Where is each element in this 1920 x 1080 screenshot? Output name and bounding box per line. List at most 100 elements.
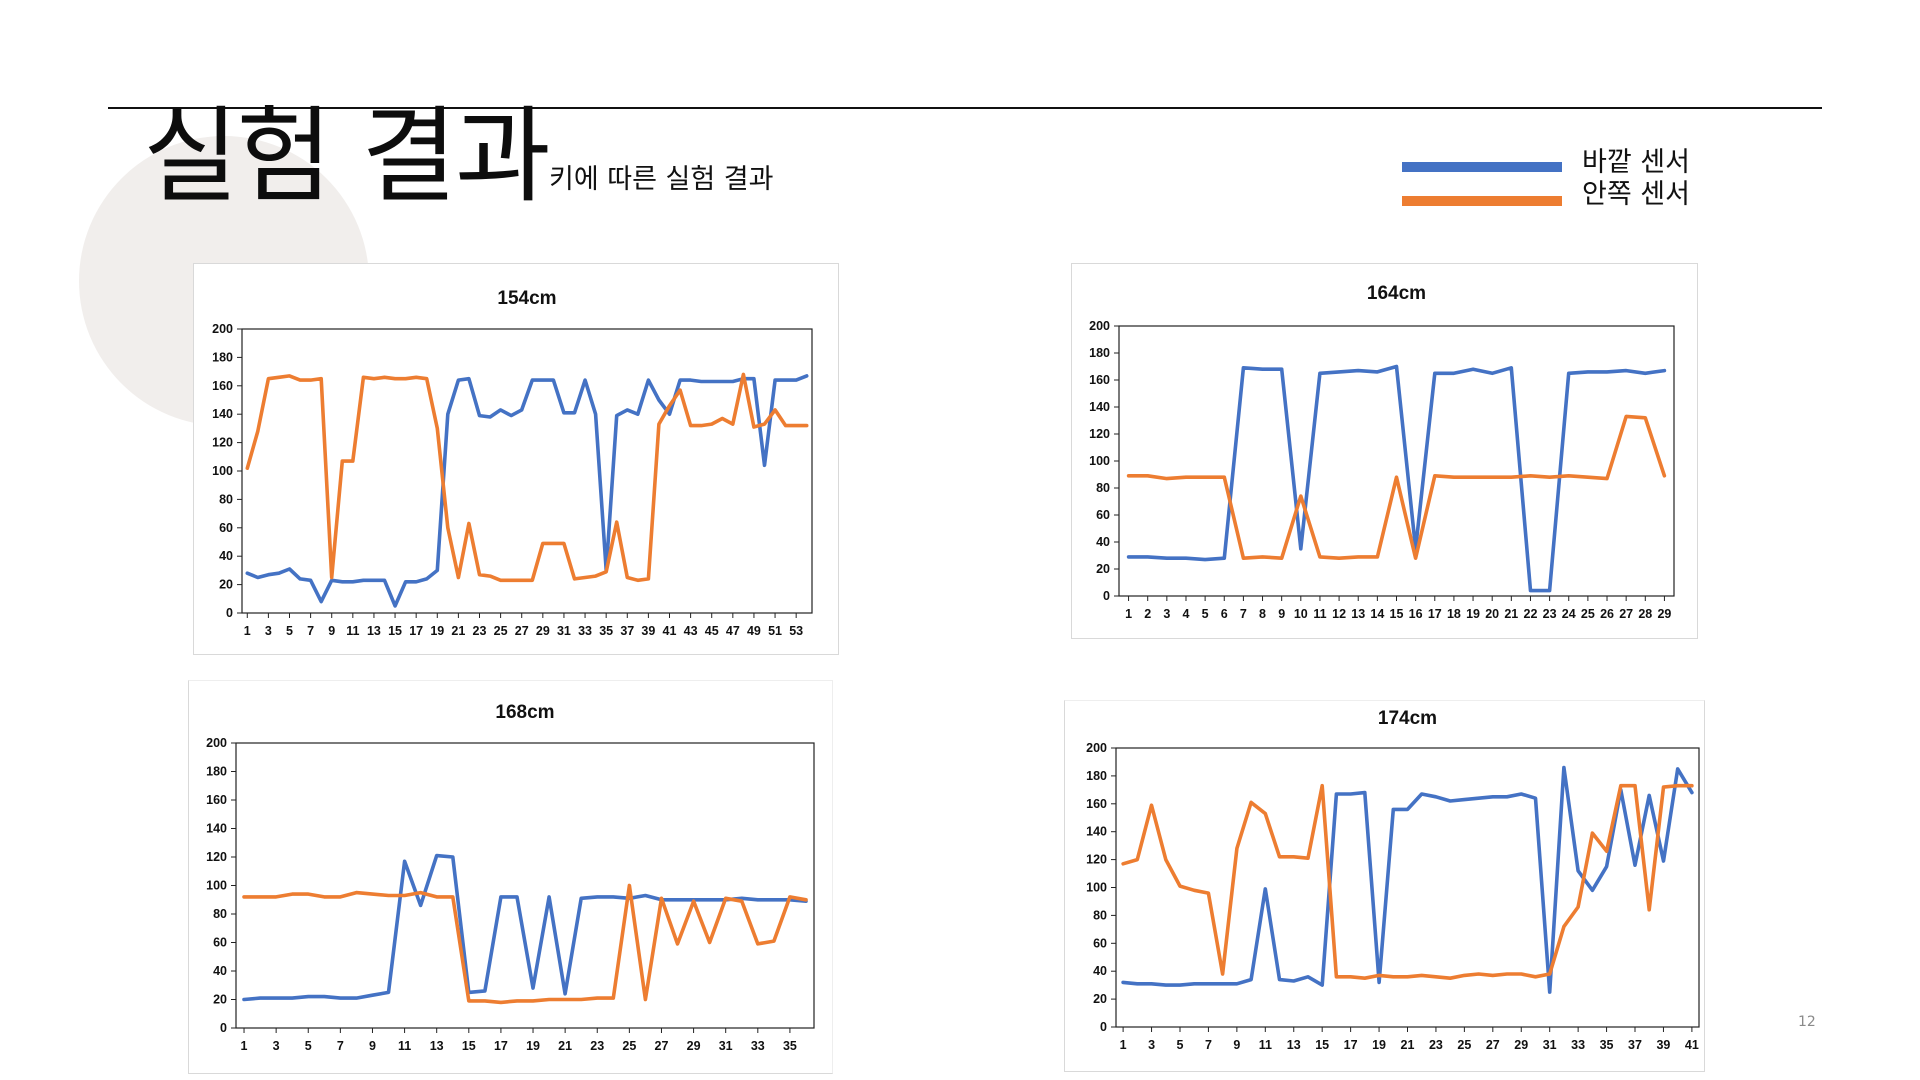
y-tick-label: 0	[220, 1021, 227, 1035]
y-tick-label: 40	[1093, 964, 1107, 978]
x-tick-label: 1	[1120, 1038, 1127, 1052]
y-tick-label: 100	[206, 879, 227, 893]
chart-title: 174cm	[1378, 708, 1437, 729]
chart-title: 164cm	[1367, 283, 1426, 304]
y-tick-label: 140	[1089, 400, 1110, 414]
x-tick-label: 15	[462, 1039, 476, 1053]
series-inner-sensor-line	[245, 372, 809, 583]
x-tick-label: 24	[1562, 607, 1576, 621]
y-tick-label: 100	[1086, 881, 1107, 895]
x-tick-label: 31	[719, 1039, 733, 1053]
y-tick-label: 160	[206, 793, 227, 807]
y-tick-label: 180	[1089, 346, 1110, 360]
chart-168cm: 168cm 0 20 40 60 80 100 120 140 160 180 200 1 3 5 7 9 11 1…	[188, 680, 833, 1074]
x-tick-label: 51	[768, 624, 782, 638]
x-tick-label: 5	[1177, 1038, 1184, 1052]
x-tick-label: 21	[1504, 607, 1518, 621]
series-outer-sensor-line	[245, 374, 809, 608]
y-tick-label: 200	[212, 322, 233, 336]
x-tick-label: 49	[747, 624, 761, 638]
y-tick-label: 20	[219, 578, 233, 592]
y-tick-label: 120	[212, 436, 233, 450]
y-tick-label: 60	[1096, 508, 1110, 522]
x-tick-label: 33	[578, 624, 592, 638]
x-tick-label: 31	[1543, 1038, 1557, 1052]
x-tick-label: 27	[1486, 1038, 1500, 1052]
x-tick-label: 27	[1619, 607, 1633, 621]
x-tick-label: 25	[1457, 1038, 1471, 1052]
plot-frame	[235, 742, 815, 1029]
legend: 바깥 센서 안쪽 센서	[1398, 146, 1698, 216]
y-tick-label: 20	[1093, 992, 1107, 1006]
chart-164cm: 164cm 0 20 40 60 80 100 120 140 160 180 200 1 2 3 4 5 6 7 8…	[1071, 263, 1698, 639]
x-tick-label: 20	[1485, 607, 1499, 621]
x-tick-label: 5	[1202, 607, 1209, 621]
y-tick-label: 20	[1096, 562, 1110, 576]
x-tick-label: 22	[1524, 607, 1538, 621]
x-tick-label: 15	[1315, 1038, 1329, 1052]
x-tick-label: 25	[622, 1039, 636, 1053]
x-tick-label: 5	[305, 1039, 312, 1053]
chart-174cm: 174cm 0 20 40 60 80 100 120 140 160 180 200 1 3 5 7 9 11 1…	[1064, 700, 1705, 1072]
y-tick-label: 200	[1089, 319, 1110, 333]
x-tick-label: 35	[599, 624, 613, 638]
x-tick-label: 11	[1259, 1038, 1272, 1052]
x-tick-label: 21	[558, 1039, 572, 1053]
x-tick-label: 13	[430, 1039, 444, 1053]
x-tick-label: 10	[1294, 607, 1308, 621]
x-tick-label: 6	[1221, 607, 1228, 621]
x-tick-label: 3	[1163, 607, 1170, 621]
y-tick-label: 0	[226, 606, 233, 620]
slide-title: 실험 결과	[143, 95, 551, 217]
y-tick-label: 80	[213, 907, 227, 921]
x-tick-label: 5	[286, 624, 293, 638]
y-tick-label: 180	[212, 350, 233, 364]
x-tick-label: 26	[1600, 607, 1614, 621]
x-tick-label: 33	[751, 1039, 765, 1053]
y-tick-label: 60	[219, 521, 233, 535]
x-tick-label: 28	[1638, 607, 1652, 621]
y-tick-label: 200	[206, 736, 227, 750]
chart-title: 154cm	[497, 288, 556, 309]
y-tick-label: 160	[212, 379, 233, 393]
x-tick-label: 11	[346, 624, 359, 638]
x-tick-label: 37	[1628, 1038, 1642, 1052]
x-tick-label: 3	[273, 1039, 280, 1053]
x-tick-label: 35	[783, 1039, 797, 1053]
x-tick-label: 14	[1370, 607, 1384, 621]
y-tick-label: 80	[1096, 481, 1110, 495]
x-tick-label: 13	[1351, 607, 1365, 621]
x-tick-label: 21	[1401, 1038, 1415, 1052]
x-tick-label: 35	[1600, 1038, 1614, 1052]
x-tick-label: 8	[1259, 607, 1266, 621]
legend-inner-swatch	[1402, 196, 1562, 206]
y-tick-label: 100	[212, 464, 233, 478]
y-tick-label: 60	[1093, 936, 1107, 950]
x-tick-label: 9	[328, 624, 335, 638]
x-tick-label: 19	[1466, 607, 1480, 621]
x-tick-label: 3	[265, 624, 272, 638]
x-tick-label: 29	[536, 624, 550, 638]
x-tick-label: 27	[655, 1039, 669, 1053]
legend-outer-swatch	[1402, 162, 1562, 172]
x-tick-label: 19	[430, 624, 444, 638]
y-tick-label: 180	[206, 765, 227, 779]
y-tick-label: 0	[1103, 589, 1110, 603]
x-tick-label: 1	[244, 624, 251, 638]
y-tick-label: 80	[219, 492, 233, 506]
x-tick-label: 12	[1332, 607, 1346, 621]
x-tick-label: 19	[526, 1039, 540, 1053]
x-tick-label: 23	[473, 624, 487, 638]
x-tick-label: 7	[1205, 1038, 1212, 1052]
y-tick-label: 140	[212, 407, 233, 421]
series-outer-sensor-line	[1126, 364, 1667, 593]
page-number: 12	[1798, 1014, 1816, 1030]
x-tick-label: 9	[1233, 1038, 1240, 1052]
y-tick-label: 120	[1089, 427, 1110, 441]
series-inner-sensor-line	[1126, 414, 1667, 561]
x-tick-label: 17	[494, 1039, 508, 1053]
x-tick-label: 41	[1685, 1038, 1699, 1052]
x-tick-label: 1	[1125, 607, 1132, 621]
x-tick-label: 29	[687, 1039, 701, 1053]
y-tick-label: 60	[213, 936, 227, 950]
